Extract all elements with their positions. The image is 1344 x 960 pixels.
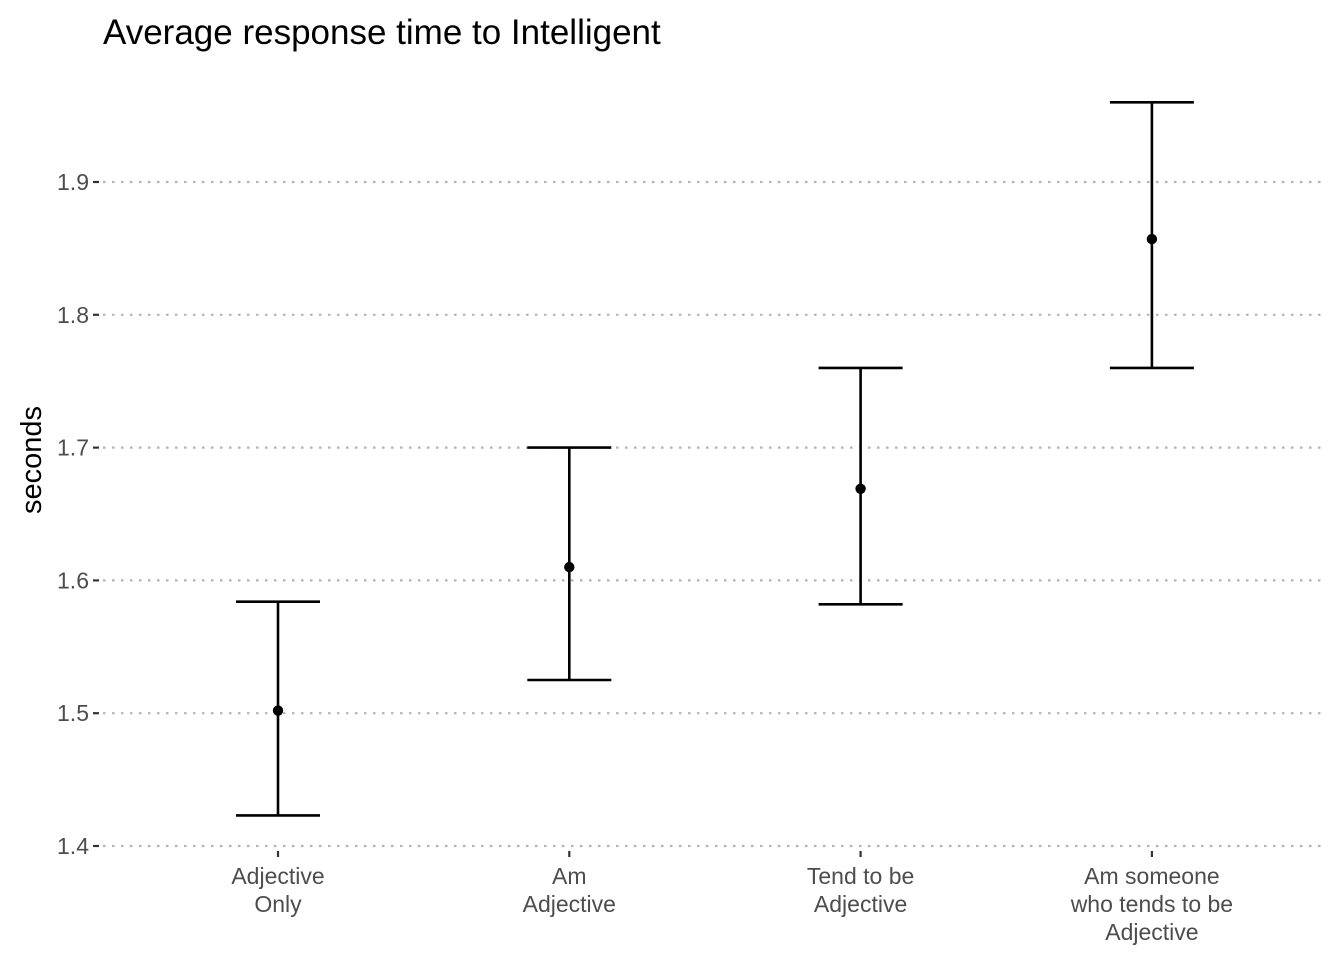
y-tick-label: 1.6 [57,567,89,593]
x-tick-label-line: Adjective [1105,919,1198,945]
x-tick-label: Adjective Only [231,863,324,917]
y-tick-label: 1.7 [57,435,89,461]
mean-point [855,484,865,494]
x-tick-label-line: Tend to be [807,863,914,889]
y-tick-label: 1.8 [57,302,89,328]
x-tick-label-line: Only [254,891,302,917]
x-tick-label: Am Adjective [523,863,616,917]
y-tick-label: 1.4 [57,833,89,859]
y-tick-label: 1.5 [57,700,89,726]
y-axis-ticks: 1.4 1.5 1.6 1.7 1.8 1.9 [57,169,99,859]
error-bars [236,102,1194,815]
x-tick-label-line: Adjective [523,891,616,917]
x-tick-label: Am someone who tends to be Adjective [1070,863,1233,945]
x-tick-label-line: Am [552,863,587,889]
x-tick-label: Tend to be Adjective [807,863,914,917]
x-tick-label-line: Adjective [814,891,907,917]
x-tick-label-line: Am someone [1084,863,1220,889]
mean-point [1147,234,1157,244]
x-tick-label-line: who tends to be [1070,891,1233,917]
gridlines [103,182,1326,846]
mean-points [273,234,1157,716]
chart-title: Average response time to Intelligent [103,13,661,52]
y-tick-label: 1.9 [57,169,89,195]
x-tick-label-line: Adjective [231,863,324,889]
y-axis-title: seconds [16,406,48,514]
mean-point [564,562,574,572]
mean-point [273,705,283,715]
